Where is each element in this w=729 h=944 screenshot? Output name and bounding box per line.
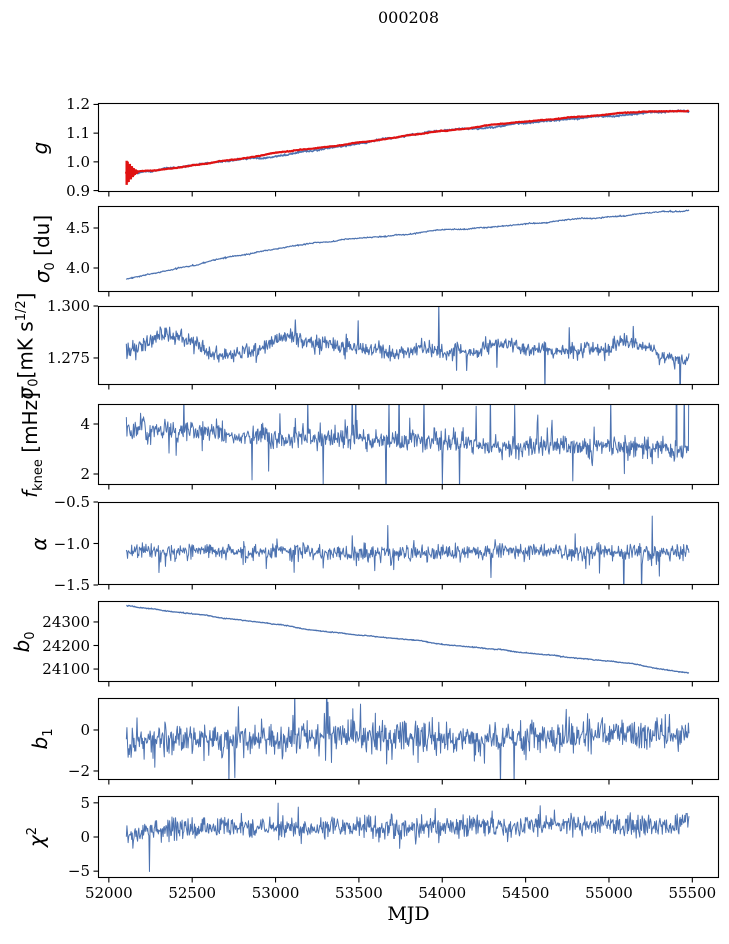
y-axis-label-part: g (28, 141, 52, 154)
x-tick-label: 53500 (335, 884, 383, 902)
chart-title: 000208 (377, 8, 440, 27)
y-axis-label-part: α (27, 536, 51, 551)
axes-border (97, 501, 720, 586)
tick-marks (93, 621, 693, 687)
y-tick-label: −2 (67, 761, 90, 780)
y-tick-label: 1.1 (66, 124, 90, 143)
series-line (125, 306, 690, 385)
tick-marks (93, 227, 693, 297)
y-tick-label: 2 (80, 465, 90, 483)
y-axis-label-part: 1/2 (14, 299, 29, 321)
y-tick-label: 24300 (42, 612, 90, 631)
y-tick-label: 1.275 (47, 348, 90, 367)
y-tick-label: 24100 (42, 660, 90, 679)
series-line (125, 515, 690, 585)
plot-area (125, 109, 690, 185)
plot-area (125, 802, 690, 873)
plot-area (125, 209, 690, 280)
y-tick-label: −1.0 (53, 534, 90, 553)
tick-marks (93, 103, 693, 197)
series-line (125, 404, 690, 485)
series-line (125, 109, 690, 175)
panel-b1 (93, 697, 720, 785)
panel-g (93, 102, 720, 197)
y-tick-label: 1.300 (47, 297, 90, 315)
y-tick-label: −1.5 (53, 576, 90, 594)
tick-marks (93, 802, 693, 883)
x-tick-label: 55500 (668, 884, 717, 902)
y-tick-label: −5 (67, 862, 90, 881)
y-axis-label-part: 0 (23, 631, 38, 640)
y-tick-label: 0 (80, 828, 90, 846)
axes-border (97, 795, 720, 879)
tick-marks (93, 729, 693, 785)
panel-b0 (93, 600, 720, 687)
x-tick-label: 55000 (585, 884, 633, 902)
panel-sigma0_mks (93, 305, 720, 390)
axes-border (97, 600, 720, 683)
y-tick-label: 4.5 (66, 219, 90, 237)
y-axis-label-part: 0 (43, 262, 58, 271)
y-axis-label-part: χ (24, 835, 49, 848)
x-tick-label: 53000 (251, 884, 300, 902)
y-axis-label-part: 1 (41, 728, 56, 737)
axes-border (97, 102, 720, 193)
panel-sigma0_du (93, 205, 720, 297)
panel-alpha (93, 501, 720, 590)
y-tick-label: 24200 (42, 636, 90, 655)
series-line (126, 109, 690, 174)
axes-border (97, 697, 720, 781)
y-tick-label: 0 (80, 720, 90, 739)
y-axis-label-part: ] (13, 292, 38, 300)
x-axis-label: MJD (387, 903, 430, 925)
plot-area (125, 306, 690, 385)
series-line (125, 802, 690, 873)
plot-area (126, 604, 690, 674)
plot-area (125, 515, 690, 585)
panel-chi2 (93, 795, 720, 883)
y-tick-label: 1.0 (66, 152, 90, 171)
series-line (125, 209, 690, 280)
tick-marks (93, 305, 693, 390)
y-tick-label: 1.2 (66, 95, 90, 114)
plot-area (125, 698, 690, 780)
y-axis-label-part: [mHz] (18, 391, 42, 459)
x-tick-label: 52000 (84, 884, 133, 902)
series-line (126, 604, 690, 674)
y-axis-label: χ2 (19, 747, 49, 927)
axes-border (97, 305, 720, 386)
errorbar-group (125, 160, 139, 185)
y-axis-label-part: 2 (25, 826, 40, 836)
y-tick-label: 4 (80, 415, 90, 433)
axes-border (97, 205, 720, 293)
series-line (125, 698, 690, 780)
y-tick-label: 0.9 (66, 181, 90, 200)
plot-area (125, 404, 690, 485)
axes-border (97, 403, 720, 486)
panel-fknee (93, 403, 720, 490)
x-tick-label: 54500 (501, 884, 550, 902)
x-tick-label: 52500 (168, 884, 217, 902)
y-tick-label: 4.0 (66, 259, 90, 277)
x-tick-label: 54000 (418, 884, 467, 902)
y-tick-label: −0.5 (53, 493, 90, 511)
y-tick-label: 5 (80, 793, 90, 812)
tick-marks (93, 423, 693, 490)
tick-marks (93, 501, 693, 590)
